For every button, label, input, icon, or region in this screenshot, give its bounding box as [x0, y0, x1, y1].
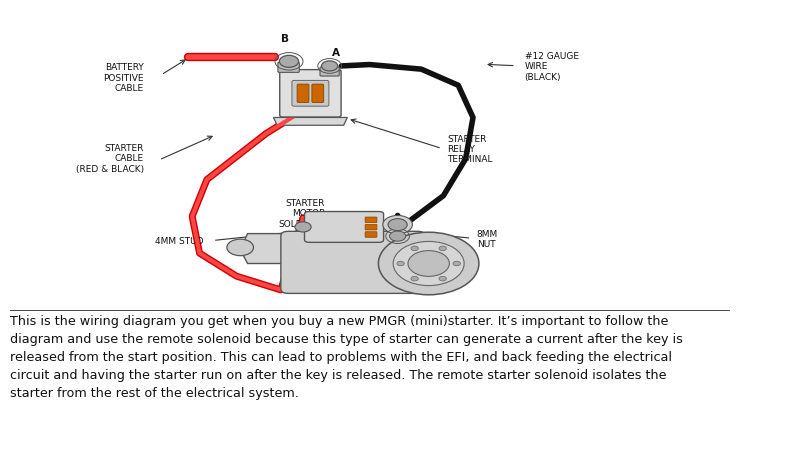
- Circle shape: [322, 62, 338, 72]
- Text: BATTERY
POSITIVE
CABLE: BATTERY POSITIVE CABLE: [104, 63, 144, 93]
- FancyBboxPatch shape: [281, 232, 425, 294]
- Text: 4MM STUD: 4MM STUD: [154, 236, 203, 246]
- Text: STARTER
CABLE
(RED & BLACK): STARTER CABLE (RED & BLACK): [76, 144, 144, 173]
- Text: This is the wiring diagram you get when you buy a new PMGR (mini)starter. It’s i: This is the wiring diagram you get when …: [10, 314, 682, 399]
- Text: A: A: [332, 48, 340, 58]
- Circle shape: [390, 232, 406, 242]
- Circle shape: [439, 246, 446, 251]
- Text: #12 GAUGE
WIRE
(BLACK): #12 GAUGE WIRE (BLACK): [525, 52, 578, 81]
- Circle shape: [408, 251, 450, 277]
- Circle shape: [411, 277, 418, 281]
- FancyBboxPatch shape: [312, 85, 324, 103]
- FancyBboxPatch shape: [365, 218, 377, 223]
- Circle shape: [388, 219, 407, 231]
- Circle shape: [378, 233, 479, 295]
- Circle shape: [295, 223, 311, 233]
- Circle shape: [453, 262, 461, 266]
- Text: STARTER
MOTOR
SOLENOID: STARTER MOTOR SOLENOID: [278, 199, 325, 228]
- Polygon shape: [274, 118, 347, 126]
- FancyBboxPatch shape: [320, 67, 339, 77]
- Polygon shape: [240, 234, 292, 264]
- Circle shape: [227, 240, 254, 256]
- Text: STARTER
RELAY
TERMINAL: STARTER RELAY TERMINAL: [447, 134, 493, 164]
- Circle shape: [279, 56, 298, 68]
- Circle shape: [439, 277, 446, 281]
- FancyBboxPatch shape: [305, 212, 383, 243]
- Text: B: B: [281, 34, 289, 44]
- Circle shape: [411, 246, 418, 251]
- Circle shape: [383, 216, 412, 235]
- FancyBboxPatch shape: [280, 70, 341, 118]
- FancyBboxPatch shape: [365, 225, 377, 230]
- Circle shape: [393, 242, 464, 286]
- Text: 8MM
NUT: 8MM NUT: [477, 229, 498, 248]
- FancyBboxPatch shape: [292, 81, 329, 107]
- FancyBboxPatch shape: [297, 85, 309, 103]
- FancyBboxPatch shape: [365, 232, 377, 238]
- Circle shape: [397, 262, 404, 266]
- FancyBboxPatch shape: [278, 63, 299, 73]
